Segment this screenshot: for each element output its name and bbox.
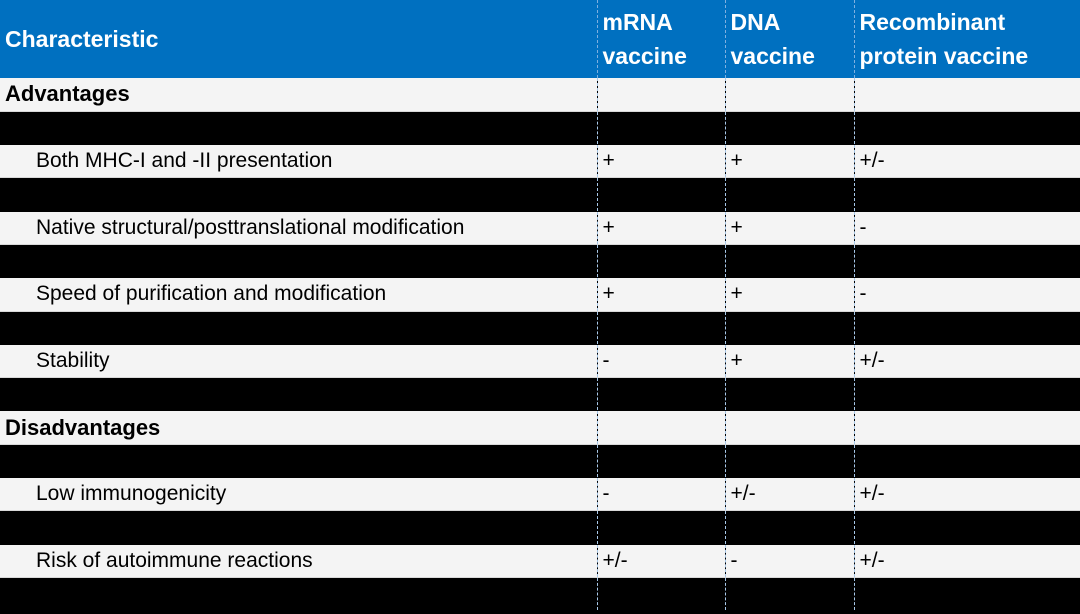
mrna-cell: + (597, 277, 726, 312)
dna-cell: + (725, 277, 855, 312)
header-recombinant-protein-vaccine: Recombinant protein vaccine (854, 0, 1080, 78)
section-title: Advantages (0, 78, 598, 112)
dna-cell: - (725, 544, 855, 578)
row-label: Native structural/posttranslational modi… (0, 211, 598, 245)
dna-cell: + (725, 211, 855, 245)
table-row: Speed of purification and modification +… (0, 277, 1080, 312)
spacer-row (0, 311, 1080, 345)
dna-cell: + (725, 144, 855, 179)
mrna-cell: - (597, 344, 726, 379)
dna-cell: +/- (725, 477, 855, 512)
mrna-cell: + (597, 211, 726, 245)
header-characteristic: Characteristic (0, 0, 598, 78)
table-row: Low immunogenicity - +/- +/- (0, 477, 1080, 512)
table-row: Both MHC-I and -II presentation + + +/- (0, 144, 1080, 179)
mrna-cell: - (597, 477, 726, 512)
row-label: Stability (0, 344, 598, 379)
mrna-cell: +/- (597, 544, 726, 578)
spacer-row (0, 111, 1080, 146)
section-row-disadvantages: Disadvantages (0, 410, 1080, 445)
row-label: Risk of autoimmune reactions (0, 544, 598, 578)
recombinant-cell: - (854, 211, 1080, 245)
header-mrna-vaccine: mRNA vaccine (597, 0, 726, 78)
spacer-row (0, 577, 1080, 612)
recombinant-cell: +/- (854, 477, 1080, 512)
table-row: Native structural/posttranslational modi… (0, 211, 1080, 245)
section-title: Disadvantages (0, 410, 598, 445)
spacer-row (0, 444, 1080, 479)
header-row: Characteristic mRNA vaccine DNA vaccine … (0, 0, 1080, 78)
table-row: Risk of autoimmune reactions +/- - +/- (0, 544, 1080, 578)
row-label: Speed of purification and modification (0, 277, 598, 312)
spacer-row (0, 510, 1080, 545)
mrna-cell: + (597, 144, 726, 179)
recombinant-cell: - (854, 277, 1080, 312)
row-label: Both MHC-I and -II presentation (0, 144, 598, 179)
recombinant-cell: +/- (854, 544, 1080, 578)
dna-cell: + (725, 344, 855, 379)
recombinant-cell: +/- (854, 344, 1080, 379)
recombinant-cell: +/- (854, 144, 1080, 179)
table-row: Stability - + +/- (0, 344, 1080, 379)
spacer-row (0, 244, 1080, 279)
spacer-row (0, 177, 1080, 212)
spacer-row (0, 377, 1080, 412)
row-label: Low immunogenicity (0, 477, 598, 512)
header-dna-vaccine: DNA vaccine (725, 0, 855, 78)
section-row-advantages: Advantages (0, 78, 1080, 112)
